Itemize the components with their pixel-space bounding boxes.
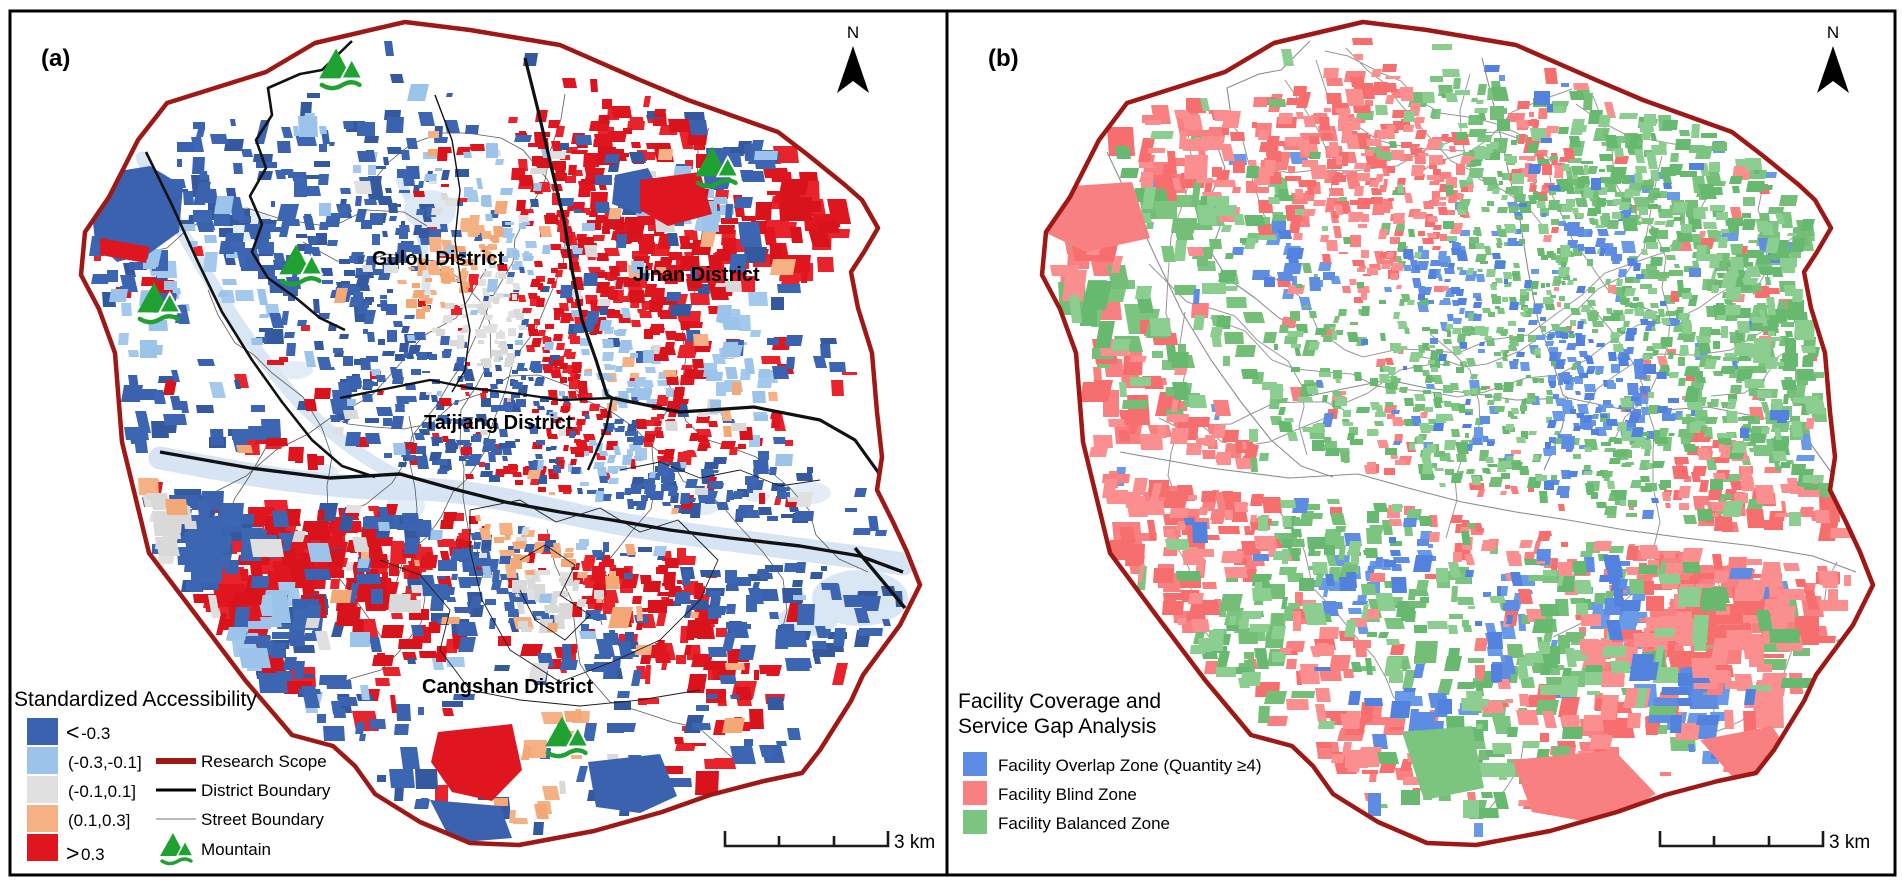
svg-text:-0.3: -0.3: [81, 724, 110, 743]
svg-text:N: N: [1827, 23, 1839, 42]
svg-text:Standardized Accessibility: Standardized Accessibility: [14, 688, 257, 711]
svg-text:Jinan District: Jinan District: [633, 264, 760, 286]
svg-text:(b): (b): [988, 45, 1019, 72]
svg-text:Facility Blind Zone: Facility Blind Zone: [998, 785, 1137, 804]
svg-text:3 km: 3 km: [1829, 832, 1870, 853]
svg-text:3 km: 3 km: [894, 832, 935, 853]
svg-text:<: <: [66, 719, 79, 745]
svg-text:>: >: [66, 840, 79, 866]
svg-text:District Boundary: District Boundary: [201, 781, 331, 800]
svg-text:Street Boundary: Street Boundary: [201, 810, 324, 829]
svg-text:0.3: 0.3: [81, 845, 105, 864]
svg-text:Cangshan District: Cangshan District: [422, 676, 593, 698]
svg-text:Mountain: Mountain: [201, 840, 271, 859]
svg-text:(-0.3,-0.1]: (-0.3,-0.1]: [68, 753, 142, 772]
svg-text:Facility Balanced Zone: Facility Balanced Zone: [998, 814, 1170, 833]
svg-text:(-0.1,0.1]: (-0.1,0.1]: [68, 782, 136, 801]
svg-text:(a): (a): [41, 45, 70, 72]
svg-text:Facility Overlap Zone (Quantit: Facility Overlap Zone (Quantity ≥4): [998, 756, 1261, 775]
svg-text:Facility Coverage and: Facility Coverage and: [958, 690, 1161, 713]
svg-text:Research Scope: Research Scope: [201, 752, 327, 771]
svg-text:Service Gap Analysis: Service Gap Analysis: [958, 715, 1156, 738]
svg-text:Gulou District: Gulou District: [372, 248, 505, 270]
svg-text:N: N: [847, 23, 859, 42]
svg-text:(0.1,0.3]: (0.1,0.3]: [68, 811, 130, 830]
svg-text:Taijiang District: Taijiang District: [424, 412, 573, 434]
